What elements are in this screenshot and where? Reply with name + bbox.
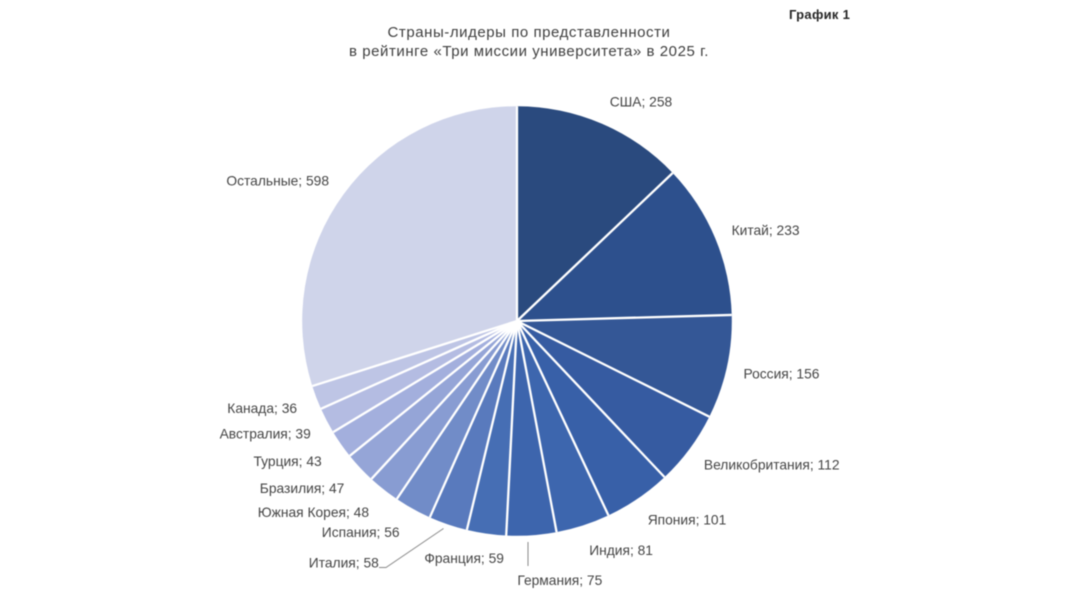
svg-text:Турция; 43: Турция; 43 <box>254 454 322 469</box>
svg-text:Япония; 101: Япония; 101 <box>648 513 727 528</box>
svg-text:Великобритания; 112: Великобритания; 112 <box>704 458 840 473</box>
svg-text:Австралия; 39: Австралия; 39 <box>220 427 312 442</box>
svg-text:Остальные; 598: Остальные; 598 <box>226 174 329 189</box>
svg-text:Бразилия; 47: Бразилия; 47 <box>260 481 345 496</box>
svg-text:Италия; 58: Италия; 58 <box>309 556 379 571</box>
svg-text:Испания; 56: Испания; 56 <box>322 525 400 540</box>
svg-text:Канада; 36: Канада; 36 <box>227 401 297 416</box>
svg-text:Китай; 233: Китай; 233 <box>732 223 800 238</box>
svg-text:Франция; 59: Франция; 59 <box>424 551 504 566</box>
svg-text:США; 258: США; 258 <box>610 95 673 110</box>
svg-text:Германия; 75: Германия; 75 <box>517 573 602 588</box>
svg-text:Россия; 156: Россия; 156 <box>744 366 820 381</box>
svg-text:Индия; 81: Индия; 81 <box>589 543 653 558</box>
svg-text:Южная Корея; 48: Южная Корея; 48 <box>258 505 370 520</box>
